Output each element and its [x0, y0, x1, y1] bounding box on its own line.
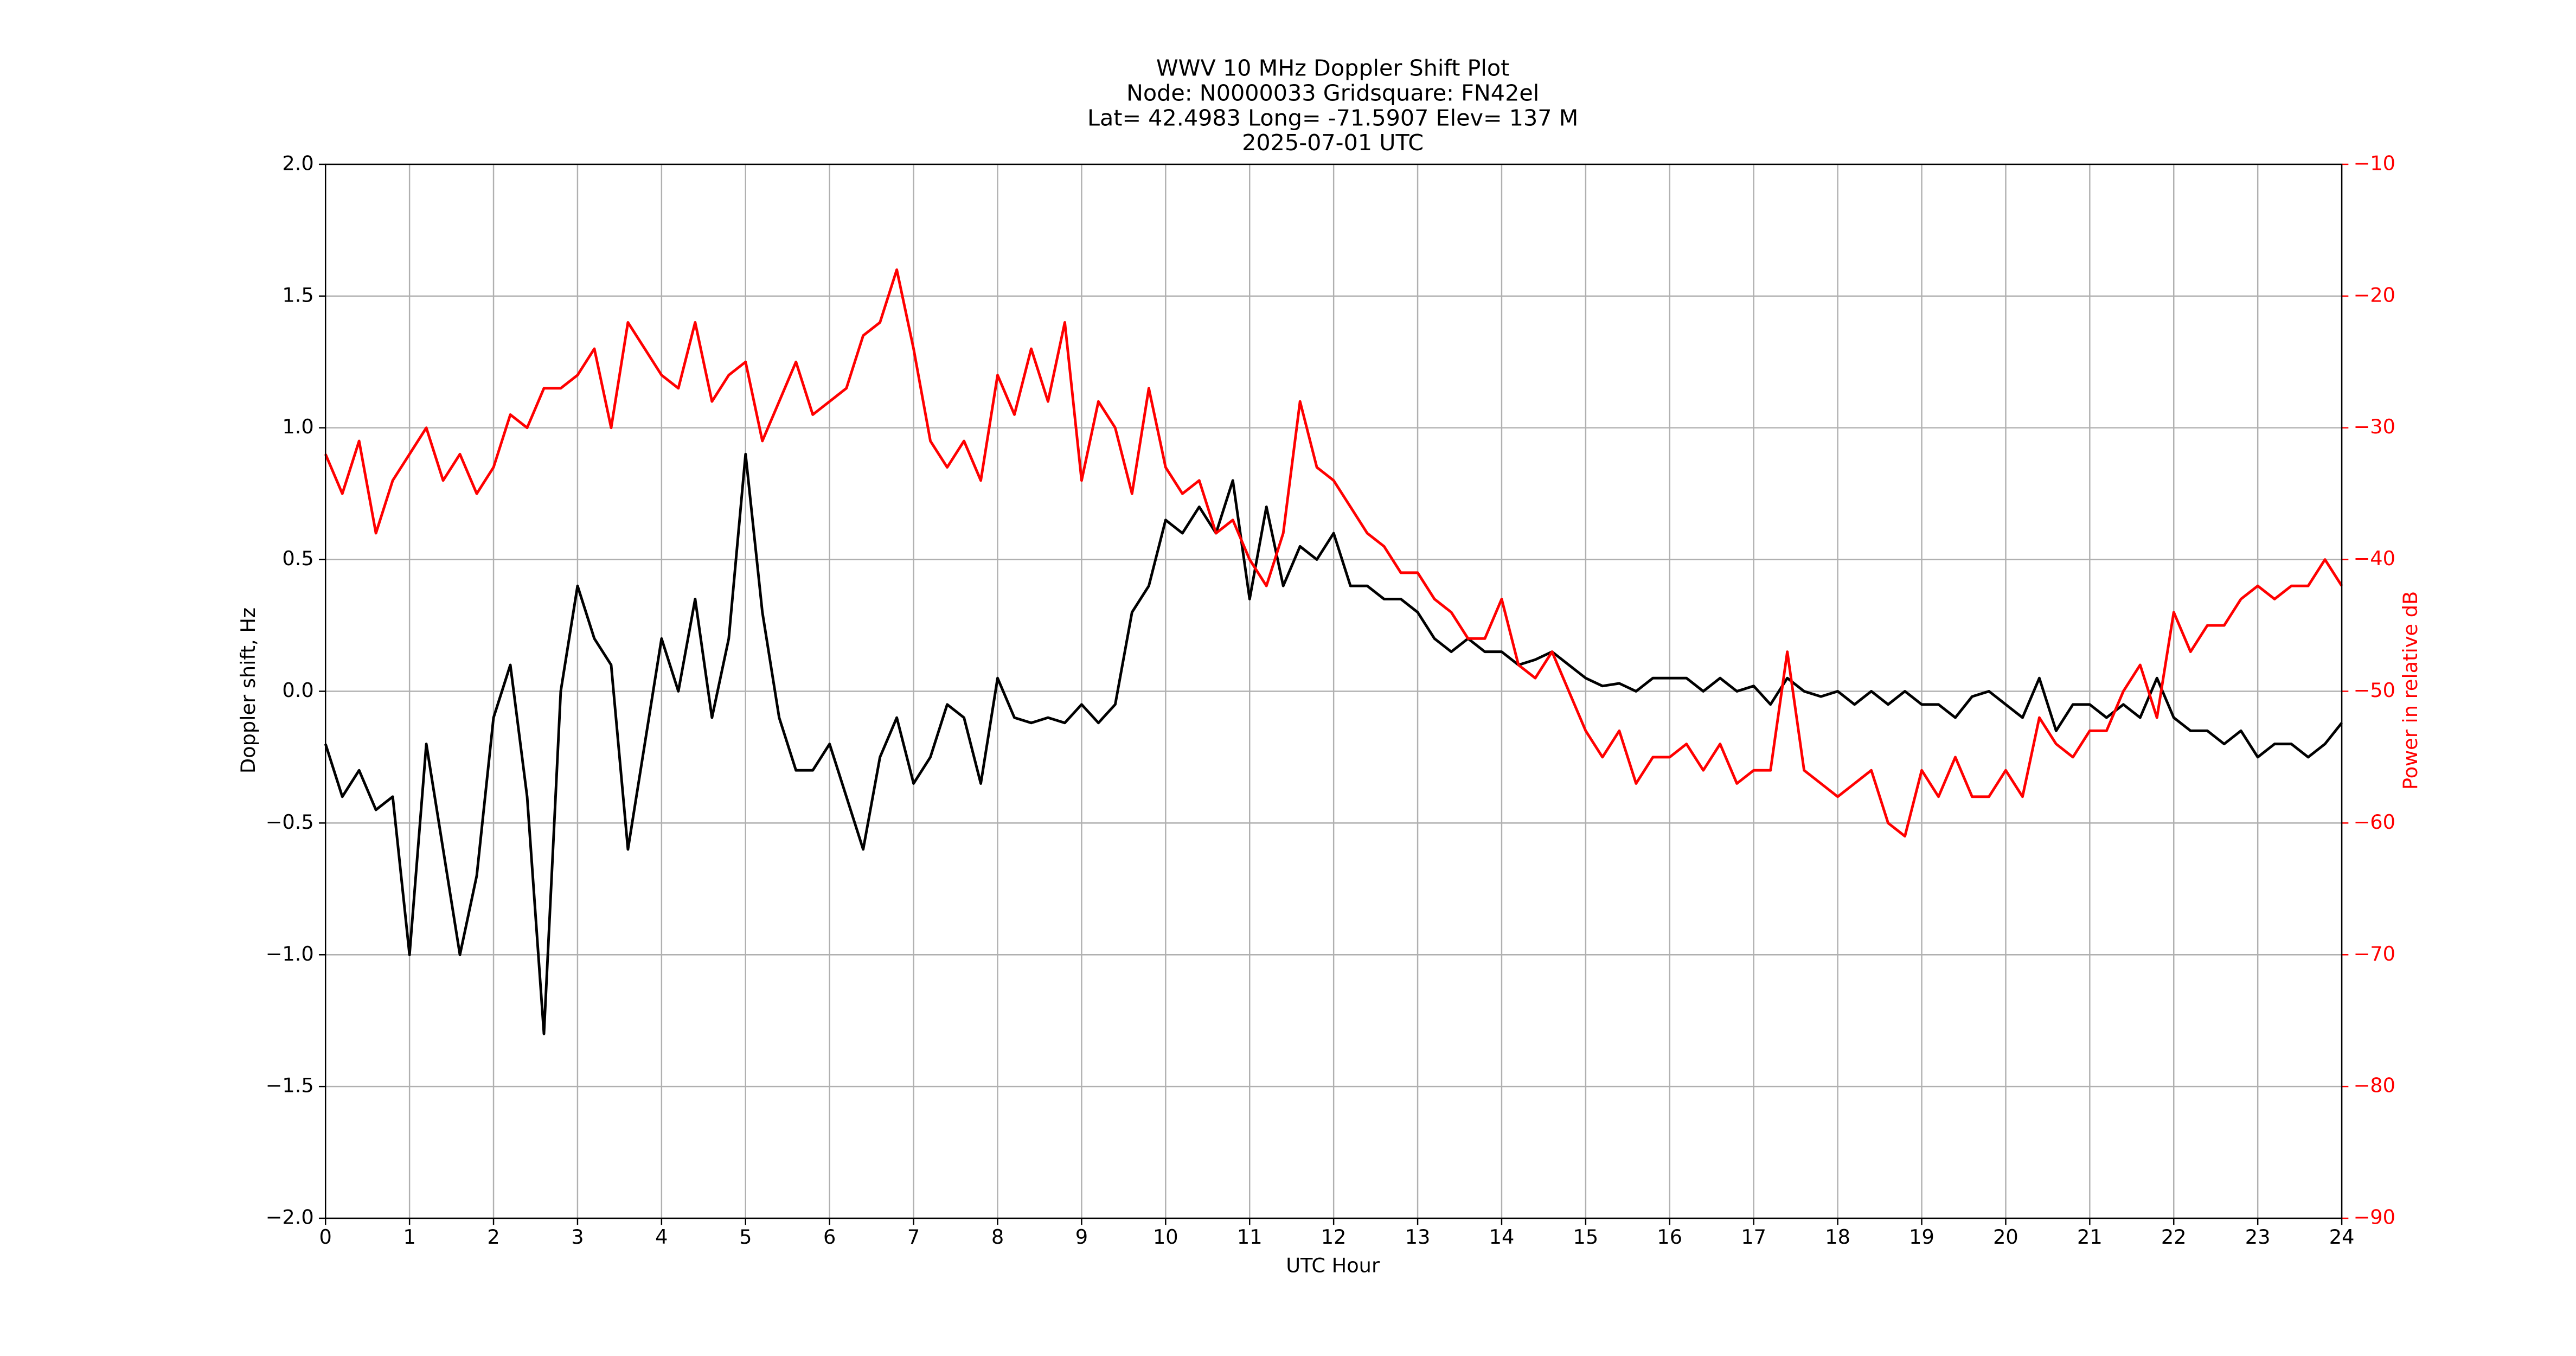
chart-title: Lat= 42.4983 Long= -71.5907 Elev= 137 M [1087, 105, 1578, 131]
x-tick-label: 8 [991, 1225, 1004, 1249]
x-tick-label: 1 [403, 1225, 415, 1249]
y-tick-label: 1.0 [282, 415, 313, 438]
y2-tick-label: −60 [2354, 810, 2395, 834]
x-tick-label: 9 [1075, 1225, 1088, 1249]
x-tick-label: 4 [655, 1225, 668, 1249]
series-line [324, 268, 2343, 838]
x-tick-label: 17 [1741, 1225, 1766, 1249]
y2-tick-label: −20 [2354, 283, 2395, 306]
chart-title: 2025-07-01 UTC [1242, 130, 1424, 156]
x-tick-label: 18 [1825, 1225, 1850, 1249]
y2-tick-label: −70 [2354, 942, 2395, 965]
x-tick-label: 11 [1237, 1225, 1263, 1249]
x-tick-label: 0 [319, 1225, 332, 1249]
y-tick-label: 1.5 [282, 283, 313, 306]
x-tick-label: 3 [571, 1225, 584, 1249]
x-tick-label: 21 [2077, 1225, 2103, 1249]
y2-tick-label: −90 [2354, 1206, 2395, 1229]
x-axis-label: UTC Hour [1286, 1253, 1380, 1277]
x-tick-label: 7 [907, 1225, 920, 1249]
y-tick-label: 0.0 [282, 679, 313, 702]
y-tick-label: 2.0 [282, 151, 313, 175]
series-line [324, 452, 2343, 1035]
y2-tick-label: −30 [2354, 415, 2395, 438]
chart-title: WWV 10 MHz Doppler Shift Plot [1156, 55, 1510, 81]
y2-tick-label: −10 [2354, 151, 2395, 175]
chart-title: Node: N0000033 Gridsquare: FN42el [1126, 80, 1539, 106]
x-tick-label: 23 [2245, 1225, 2271, 1249]
x-tick-label: 15 [1573, 1225, 1599, 1249]
y2-tick-label: −40 [2354, 547, 2395, 570]
x-tick-label: 19 [1909, 1225, 1934, 1249]
x-tick-label: 12 [1321, 1225, 1347, 1249]
x-tick-label: 24 [2329, 1225, 2355, 1249]
x-tick-label: 13 [1405, 1225, 1431, 1249]
y-tick-label: −1.5 [266, 1074, 314, 1097]
x-tick-label: 16 [1657, 1225, 1682, 1249]
x-tick-label: 2 [487, 1225, 499, 1249]
y-tick-label: −1.0 [266, 942, 314, 965]
y-tick-label: 0.5 [282, 547, 313, 570]
x-tick-label: 14 [1489, 1225, 1515, 1249]
y2-tick-label: −80 [2354, 1074, 2395, 1097]
x-tick-label: 20 [1993, 1225, 2018, 1249]
y2-tick-label: −50 [2354, 679, 2395, 702]
y2-axis-label: Power in relative dB [2399, 591, 2422, 790]
x-tick-label: 6 [823, 1225, 836, 1249]
x-tick-label: 5 [739, 1225, 752, 1249]
plot-frame [324, 163, 2343, 1219]
y-tick-label: −2.0 [266, 1206, 314, 1229]
y-axis-label: Doppler shift, Hz [236, 607, 260, 773]
y-tick-label: −0.5 [266, 810, 314, 834]
x-tick-label: 22 [2161, 1225, 2187, 1249]
x-tick-label: 10 [1153, 1225, 1178, 1249]
